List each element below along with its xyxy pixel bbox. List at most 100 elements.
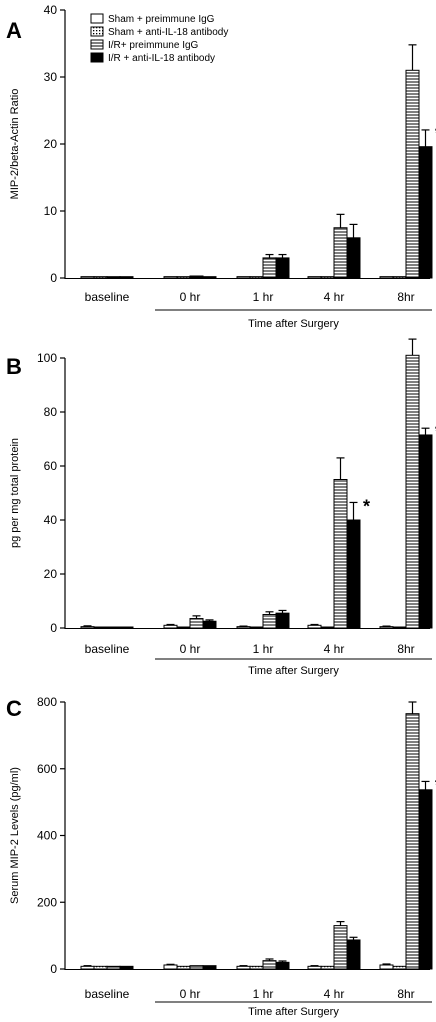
x-category-label: 8hr	[397, 290, 414, 304]
x-category-label: 4 hr	[324, 987, 345, 1001]
bar-baseline-sham-preimmune-igg	[80, 626, 95, 629]
y-tick-label: 40	[44, 513, 58, 527]
bar-0-hr-sham-preimmune-igg	[163, 276, 178, 279]
legend-swatch-i-r-anti-il-18-antibody	[90, 52, 104, 63]
y-tick-label: 10	[44, 204, 58, 218]
bar-4-hr-i-r-anti-il-18-antibody	[346, 939, 361, 970]
bar-1-hr-sham-preimmune-igg	[236, 965, 251, 970]
x-category-label: 8hr	[397, 987, 414, 1001]
bar-8hr-sham-preimmune-igg	[379, 964, 394, 970]
bar-8hr-i-r-preimmune-igg	[405, 713, 420, 970]
x-category-label: 0 hr	[180, 290, 201, 304]
bar-1-hr-sham-anti-il-18-antibody	[249, 626, 264, 629]
bar-4-hr-i-r-preimmune-igg	[333, 925, 348, 970]
bar-8hr-sham-anti-il-18-antibody	[392, 276, 407, 279]
bar-0-hr-sham-preimmune-igg	[163, 964, 178, 970]
bar-4-hr-i-r-preimmune-igg	[333, 479, 348, 629]
chart-panel-c: C 0 200 400 600 800 Serum MIP-2 Levels (pg/ml)…	[6, 695, 436, 1018]
x-category-label: 0 hr	[180, 987, 201, 1001]
x-category-label: 4 hr	[324, 642, 345, 656]
bar-1-hr-i-r-preimmune-igg	[262, 960, 277, 970]
bar-baseline-i-r-preimmune-igg	[106, 626, 121, 629]
bar-baseline-sham-preimmune-igg	[80, 965, 95, 970]
panel-letter: A	[6, 18, 22, 43]
x-category-label: 0 hr	[180, 642, 201, 656]
x-category-label: baseline	[85, 642, 130, 656]
bar-baseline-i-r-preimmune-igg	[106, 965, 121, 970]
bar-0-hr-i-r-preimmune-igg	[189, 618, 204, 629]
bar-baseline-sham-anti-il-18-antibody	[93, 626, 108, 629]
bar-4-hr-i-r-anti-il-18-antibody	[346, 237, 361, 279]
bar-4-hr-sham-anti-il-18-antibody	[320, 276, 335, 279]
y-tick-label: 200	[37, 895, 57, 909]
bar-0-hr-i-r-anti-il-18-antibody	[202, 620, 217, 629]
y-tick-label: 0	[50, 271, 57, 285]
panel-letter: C	[6, 696, 22, 721]
y-tick-label: 80	[44, 405, 58, 419]
bar-8hr-i-r-preimmune-igg	[405, 69, 420, 279]
chart-panel-a: A 0 10 20 30 40 MIP-2/beta-Actin Ratio baseline…	[6, 3, 436, 330]
bar-1-hr-i-r-anti-il-18-antibody	[275, 961, 290, 970]
x-category-label: 1 hr	[253, 290, 274, 304]
bar-4-hr-sham-preimmune-igg	[307, 965, 322, 970]
bar-4-hr-sham-anti-il-18-antibody	[320, 626, 335, 629]
bar-baseline-i-r-anti-il-18-antibody	[119, 276, 134, 279]
legend-label: Sham + anti-IL-18 antibody	[108, 27, 228, 38]
bar-8hr-i-r-anti-il-18-antibody	[418, 146, 433, 279]
y-tick-label: 100	[37, 351, 57, 365]
bar-8hr-sham-preimmune-igg	[379, 276, 394, 279]
bar-baseline-i-r-preimmune-igg	[106, 276, 121, 279]
y-tick-label: 800	[37, 695, 57, 709]
y-tick-label: 20	[44, 137, 58, 151]
bar-0-hr-i-r-anti-il-18-antibody	[202, 276, 217, 279]
bar-baseline-sham-anti-il-18-antibody	[93, 965, 108, 970]
y-tick-label: 40	[44, 3, 58, 17]
bar-8hr-i-r-preimmune-igg	[405, 354, 420, 629]
y-tick-label: 600	[37, 762, 57, 776]
bar-0-hr-sham-anti-il-18-antibody	[176, 626, 191, 629]
x-axis-title: Time after Surgery	[248, 1006, 339, 1018]
y-tick-label: 20	[44, 567, 58, 581]
bar-0-hr-sham-anti-il-18-antibody	[176, 276, 191, 279]
bar-0-hr-sham-anti-il-18-antibody	[176, 965, 191, 970]
bar-8hr-sham-preimmune-igg	[379, 626, 394, 629]
bar-8hr-sham-anti-il-18-antibody	[392, 965, 407, 970]
panel-letter: B	[6, 354, 22, 379]
bar-baseline-i-r-anti-il-18-antibody	[119, 626, 134, 629]
bar-1-hr-i-r-anti-il-18-antibody	[275, 257, 290, 279]
x-category-label: 1 hr	[253, 987, 274, 1001]
bar-0-hr-i-r-preimmune-igg	[189, 275, 204, 279]
bar-8hr-sham-anti-il-18-antibody	[392, 626, 407, 629]
y-axis-title: MIP-2/beta-Actin Ratio	[9, 89, 21, 200]
bar-8hr-i-r-anti-il-18-antibody	[418, 434, 433, 629]
bar-baseline-sham-anti-il-18-antibody	[93, 276, 108, 279]
x-category-label: baseline	[85, 290, 130, 304]
chart-panel-b: B 0 20 40 60 80 100 pg per mg total protein base…	[6, 338, 436, 677]
x-axis-title: Time after Surgery	[248, 665, 339, 677]
x-category-label: baseline	[85, 987, 130, 1001]
bar-0-hr-i-r-anti-il-18-antibody	[202, 965, 217, 970]
significance-marker: *	[363, 496, 370, 516]
bar-baseline-i-r-anti-il-18-antibody	[119, 965, 134, 970]
legend-label: I/R+ preimmune IgG	[108, 40, 199, 51]
y-tick-label: 0	[50, 621, 57, 635]
bar-baseline-sham-preimmune-igg	[80, 276, 95, 279]
bar-4-hr-sham-preimmune-igg	[307, 624, 322, 629]
legend-label: Sham + preimmune IgG	[108, 14, 215, 25]
x-axis-title: Time after Surgery	[248, 318, 339, 330]
bar-1-hr-sham-preimmune-igg	[236, 626, 251, 629]
legend-label: I/R + anti-IL-18 antibody	[108, 53, 215, 64]
legend-swatch-i-r-preimmune-igg	[90, 39, 104, 50]
bar-1-hr-sham-anti-il-18-antibody	[249, 276, 264, 279]
y-axis-title: pg per mg total protein	[9, 438, 21, 548]
legend-swatch-sham-preimmune-igg	[90, 13, 104, 24]
chart-panels: A 0 10 20 30 40 MIP-2/beta-Actin Ratio baseline…	[6, 3, 436, 1018]
legend: Sham + preimmune IgG Sham + anti-IL-18 an…	[90, 13, 228, 64]
bar-4-hr-sham-anti-il-18-antibody	[320, 965, 335, 970]
y-tick-label: 60	[44, 459, 58, 473]
y-tick-label: 400	[37, 829, 57, 843]
y-tick-label: 30	[44, 70, 58, 84]
bar-4-hr-sham-preimmune-igg	[307, 276, 322, 279]
x-category-label: 8hr	[397, 642, 414, 656]
